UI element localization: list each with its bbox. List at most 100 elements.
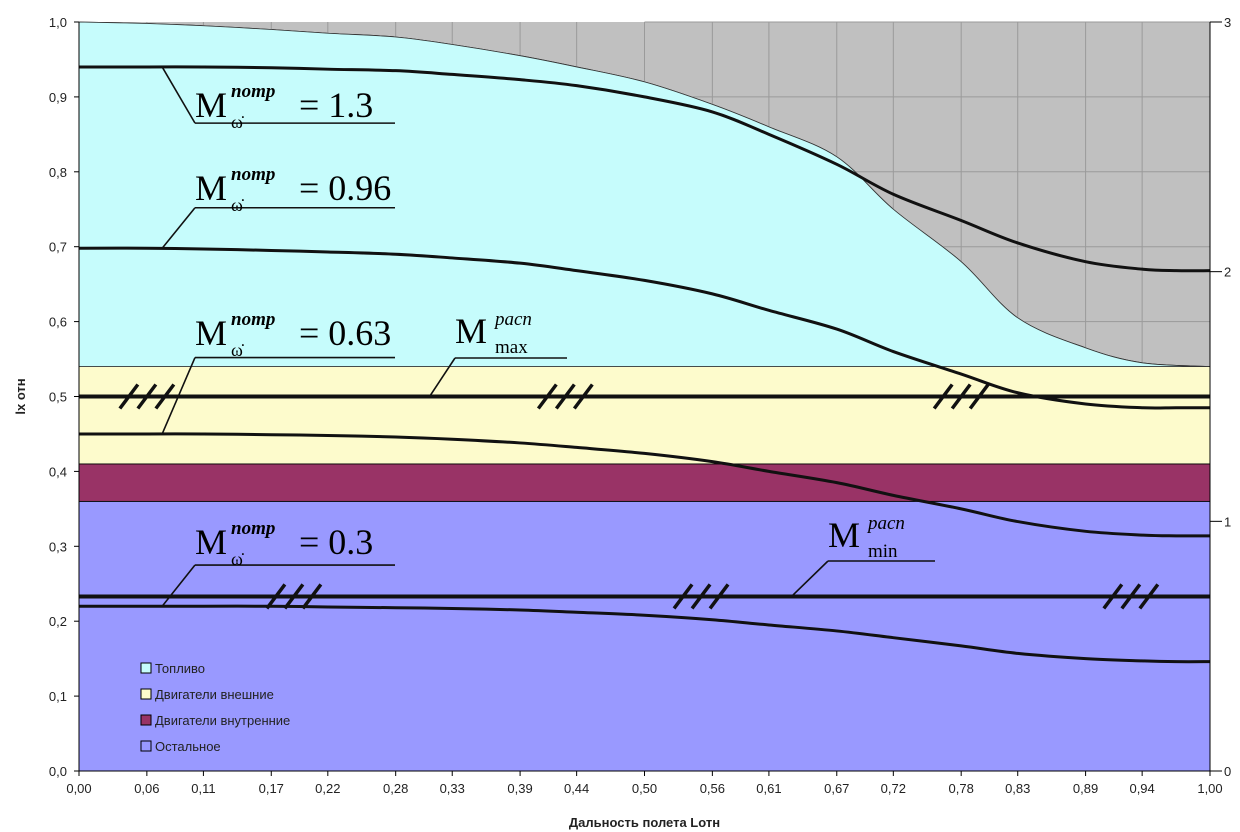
legend-swatch-2 <box>140 714 152 726</box>
hatch-0-2-1 <box>950 383 972 410</box>
hatch-0-0-2 <box>154 383 176 410</box>
x-tick-label: 0,56 <box>700 781 725 796</box>
y-tick-label: 0,1 <box>49 689 67 704</box>
limit-label-sub: max <box>495 337 528 358</box>
limit-label-sup: расп <box>866 513 905 534</box>
x-tick-label: 0,72 <box>881 781 906 796</box>
curve-1 <box>78 246 1210 410</box>
y2-tick-label: 0 <box>1224 764 1231 779</box>
x-tick-label: 0,50 <box>632 781 657 796</box>
curve-label-value: = 0.63 <box>299 313 391 353</box>
curve-label-sub: ω̇ <box>231 195 244 215</box>
curve-label-sup: потр <box>231 164 275 185</box>
curve-label-value: = 0.3 <box>299 522 373 562</box>
x-tick-label: 1,00 <box>1197 781 1222 796</box>
x-tick-label: 0,28 <box>383 781 408 796</box>
x-tick-label: 0,11 <box>191 781 215 796</box>
x-axis-title: Дальность полета Lотн <box>569 815 720 830</box>
x-tick-label: 0,06 <box>134 781 159 796</box>
hatch-1-0-0 <box>265 583 287 610</box>
x-tick-label: 0,39 <box>507 781 532 796</box>
legend-swatch-0 <box>140 662 152 674</box>
legend-swatch-1 <box>140 688 152 700</box>
curve-label-sup: потр <box>231 309 275 330</box>
hatch-1-0-2 <box>301 583 323 610</box>
curve-label-sup: потр <box>231 518 275 539</box>
hatch-0-2-2 <box>968 383 990 410</box>
x-tick-label: 0,00 <box>66 781 91 796</box>
hatch-1-1-1 <box>690 583 712 610</box>
hatch-0-0-0 <box>118 383 140 410</box>
hatch-1-1-0 <box>672 583 694 610</box>
hatch-0-1-0 <box>536 383 558 410</box>
region-2 <box>78 366 1211 465</box>
curve-0 <box>78 65 1211 273</box>
limit-label-symbol: M <box>828 515 860 555</box>
region-fuel-overlay <box>78 21 1211 367</box>
curve-2 <box>78 432 1211 538</box>
legend-item: Двигатели внешние <box>155 687 274 702</box>
hatch-0-1-1 <box>554 383 576 410</box>
curve-3 <box>79 604 1211 664</box>
x-tick-label: 0,94 <box>1129 781 1154 796</box>
hatch-1-0-1 <box>283 583 305 610</box>
limit-label-sub: min <box>868 541 898 562</box>
legend-item: Двигатели внутренние <box>155 713 290 728</box>
curve-label-symbol: M <box>195 168 227 208</box>
y2-tick-label: 3 <box>1224 15 1231 30</box>
y-tick-label: 0,3 <box>49 539 67 554</box>
x-tick-label: 0,61 <box>756 781 781 796</box>
curve-label-sub: ω̇ <box>231 340 244 360</box>
hatch-0-1-2 <box>572 383 594 410</box>
curve-label-sub: ω̇ <box>231 549 244 569</box>
y-tick-label: 0,2 <box>49 614 67 629</box>
grid <box>78 21 1211 367</box>
curve-label-symbol: M <box>195 522 227 562</box>
limit-label-symbol: M <box>455 311 487 351</box>
legend-item: Топливо <box>155 661 205 676</box>
legend-swatch-3 <box>140 740 152 752</box>
curve-label-value: = 1.3 <box>299 85 373 125</box>
x-tick-label: 0,78 <box>949 781 974 796</box>
x-tick-label: 0,22 <box>315 781 340 796</box>
x-tick-label: 0,89 <box>1073 781 1098 796</box>
legend: Топливо Двигатели внешние Двигатели внутре… <box>140 661 290 754</box>
curve-label-leader-1 <box>161 207 196 249</box>
y2-tick-label: 1 <box>1224 514 1231 529</box>
hatch-1-2-0 <box>1102 583 1124 610</box>
y-tick-label: 0,6 <box>49 315 67 330</box>
hatch-1-2-2 <box>1138 583 1160 610</box>
y-tick-label: 0,7 <box>49 240 67 255</box>
hatch-1-2-1 <box>1120 583 1142 610</box>
curve-label-sub: ω̇ <box>231 112 244 132</box>
limit-label-leader <box>790 560 829 598</box>
y-tick-label: 0,9 <box>49 90 67 105</box>
curve-label-sup: потр <box>231 81 275 102</box>
legend-item: Остальное <box>155 739 221 754</box>
axes: 0,00 0,06 0,11 0,17 0,22 0,28 0,33 0,39 0,44 0,50… <box>13 15 1231 830</box>
curve-label-value: = 0.96 <box>299 168 391 208</box>
region-0 <box>78 500 1211 772</box>
hatch-0-0-1 <box>136 383 158 410</box>
curve-label-symbol: M <box>195 313 227 353</box>
curve-label-leader-0 <box>161 66 196 124</box>
y-tick-label: 1,0 <box>49 15 67 30</box>
y-tick-label: 0,0 <box>49 764 67 779</box>
hatch-0-2-0 <box>932 383 954 410</box>
limit-label-sup: расп <box>493 309 532 330</box>
limit-lines <box>79 383 1210 610</box>
curve-label-leader-3 <box>161 564 196 607</box>
curve-label-symbol: M <box>195 85 227 125</box>
region-1 <box>78 463 1211 502</box>
y-tick-label: 0,5 <box>49 390 67 405</box>
y-tick-label: 0,8 <box>49 165 67 180</box>
curve-label-leader-2 <box>161 357 196 435</box>
x-tick-label: 0,67 <box>824 781 849 796</box>
